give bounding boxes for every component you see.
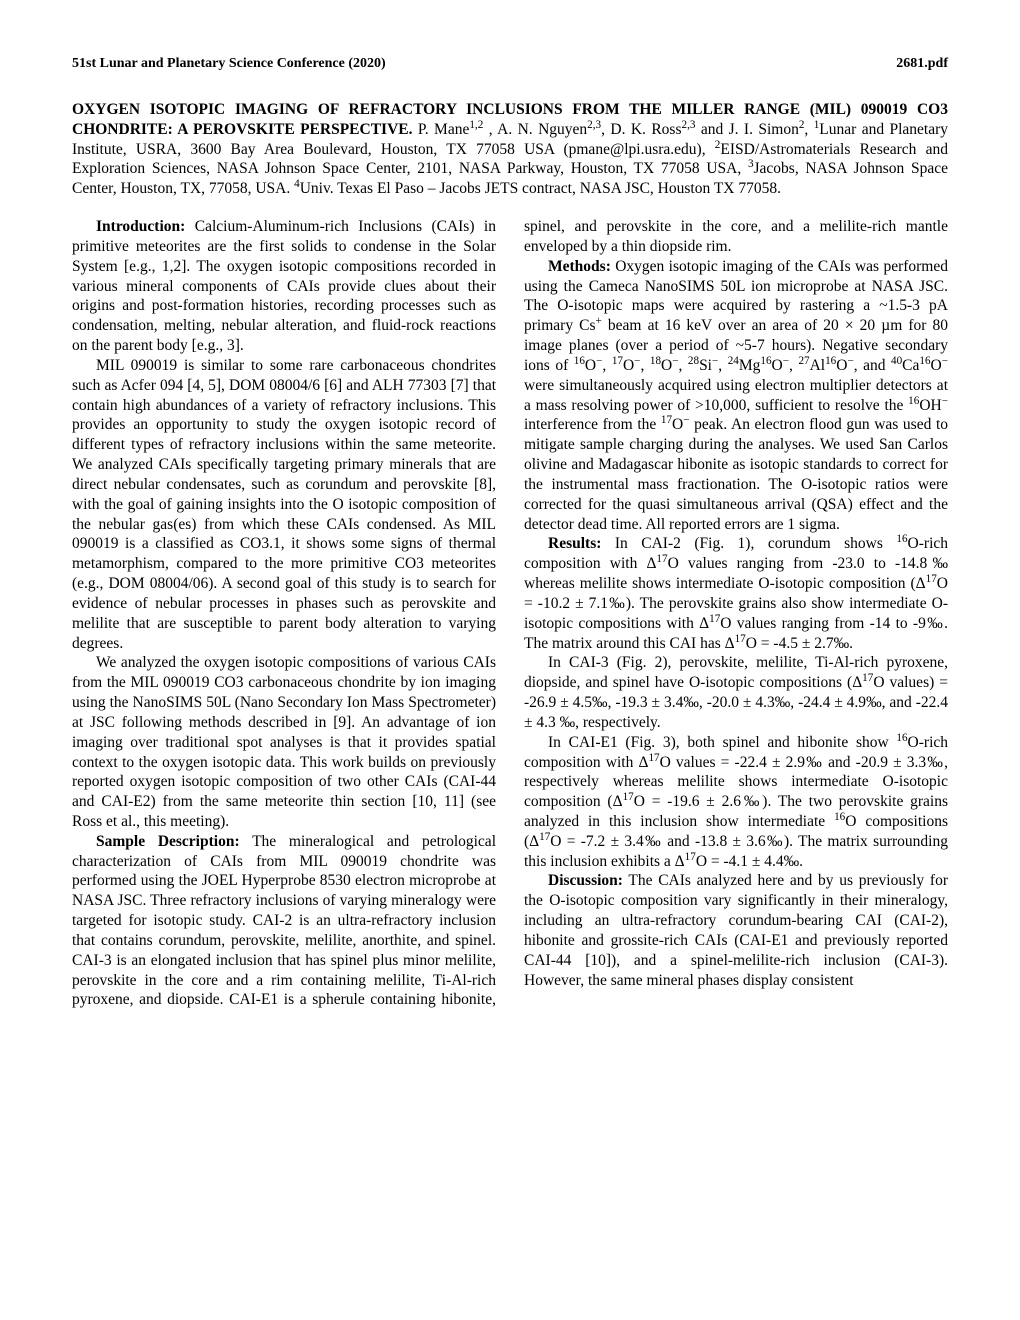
body-paragraph: Discussion: The CAIs analyzed here and b… (524, 871, 948, 990)
section-heading: Introduction: (96, 218, 185, 235)
paragraph-text: We analyzed the oxygen isotopic composit… (72, 654, 496, 830)
section-heading: Sample Description: (96, 833, 240, 850)
running-head-left: 51st Lunar and Planetary Science Confere… (72, 56, 386, 72)
section-heading: Results: (548, 535, 601, 552)
body-paragraph: In CAI-3 (Fig. 2), perovskite, melilite,… (524, 653, 948, 732)
running-head-right: 2681.pdf (896, 56, 948, 72)
body-paragraph: Results: In CAI-2 (Fig. 1), corundum sho… (524, 534, 948, 653)
body-paragraph: In CAI-E1 (Fig. 3), both spinel and hibo… (524, 733, 948, 872)
running-head: 51st Lunar and Planetary Science Confere… (72, 56, 948, 72)
body-paragraph: MIL 090019 is similar to some rare carbo… (72, 356, 496, 653)
body-paragraph: Methods: Oxygen isotopic imaging of the … (524, 257, 948, 535)
paragraph-text: In CAI-E1 (Fig. 3), both spinel and hibo… (524, 734, 948, 870)
body-paragraph: We analyzed the oxygen isotopic composit… (72, 653, 496, 831)
section-heading: Methods: (548, 258, 611, 275)
paragraph-text: The CAIs analyzed here and by us previou… (524, 872, 948, 988)
page: 51st Lunar and Planetary Science Confere… (0, 0, 1020, 1320)
paragraph-text: MIL 090019 is similar to some rare carbo… (72, 357, 496, 652)
paragraph-text: In CAI-3 (Fig. 2), perovskite, melilite,… (524, 654, 948, 730)
paragraph-text: Oxygen isotopic imaging of the CAIs was … (524, 258, 948, 533)
section-heading: Discussion: (548, 872, 623, 889)
body-paragraph: Introduction: Calcium-Aluminum-rich Incl… (72, 217, 496, 356)
paragraph-text: In CAI-2 (Fig. 1), corundum shows 16O-ri… (524, 535, 948, 651)
title-block: OXYGEN ISOTOPIC IMAGING OF REFRACTORY IN… (72, 100, 948, 199)
paragraph-text: Calcium-Aluminum-rich Inclusions (CAIs) … (72, 218, 496, 354)
body-columns: Introduction: Calcium-Aluminum-rich Incl… (72, 217, 948, 1010)
